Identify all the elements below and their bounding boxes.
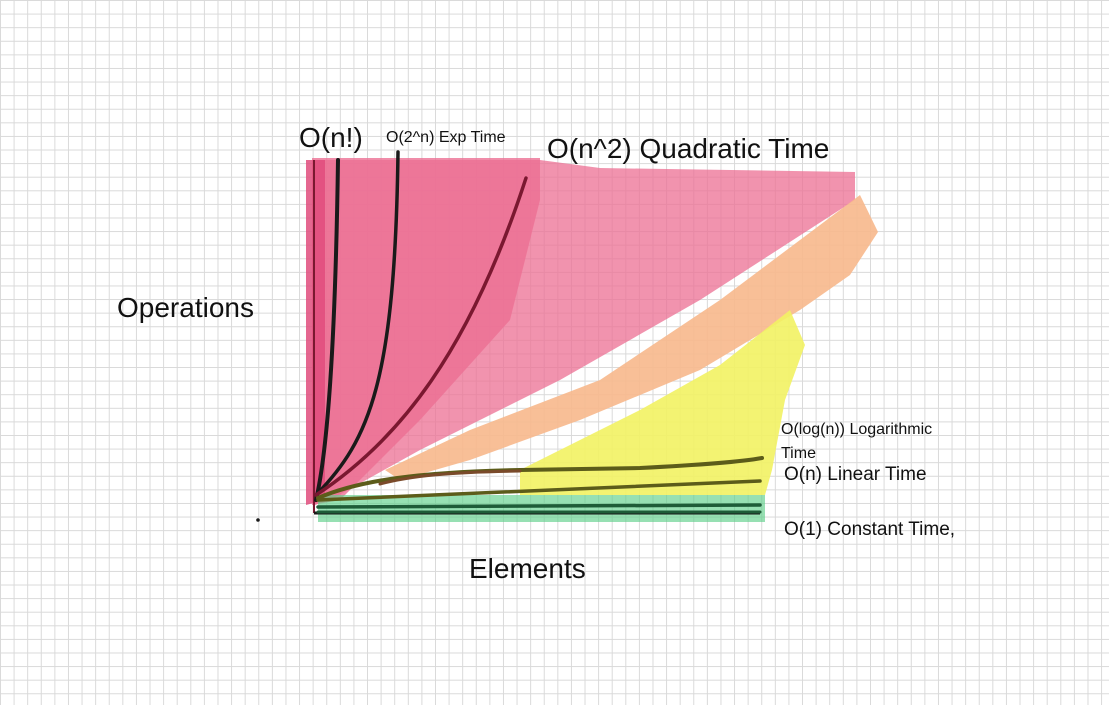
constant-line <box>316 503 762 509</box>
factorial-label: O(n!) <box>299 122 363 153</box>
quadratic-region <box>315 160 855 505</box>
logarithmic-curve-brown <box>378 469 522 486</box>
quadratic-label: O(n^2) Quadratic Time <box>547 133 830 164</box>
x-axis-label: Elements <box>469 553 586 584</box>
quadratic-band <box>385 195 878 480</box>
exponential-curve <box>314 150 400 497</box>
linear-curve <box>316 479 762 502</box>
factorial-edge <box>306 160 325 505</box>
stray-dot <box>256 518 260 522</box>
constant-label: O(1) Constant Time, <box>784 519 956 540</box>
logarithmic-region <box>520 310 805 495</box>
linear-label: O(n) Linear Time <box>784 464 927 485</box>
factorial-curve <box>314 158 340 502</box>
logarithmic-label: O(log(n)) Logarithmic Time <box>781 421 933 462</box>
exponential-label: O(2^n) Exp Time <box>386 129 506 146</box>
y-axis-label: Operations <box>117 292 254 323</box>
constant-band <box>318 495 765 522</box>
quadratic-curve <box>314 176 528 497</box>
